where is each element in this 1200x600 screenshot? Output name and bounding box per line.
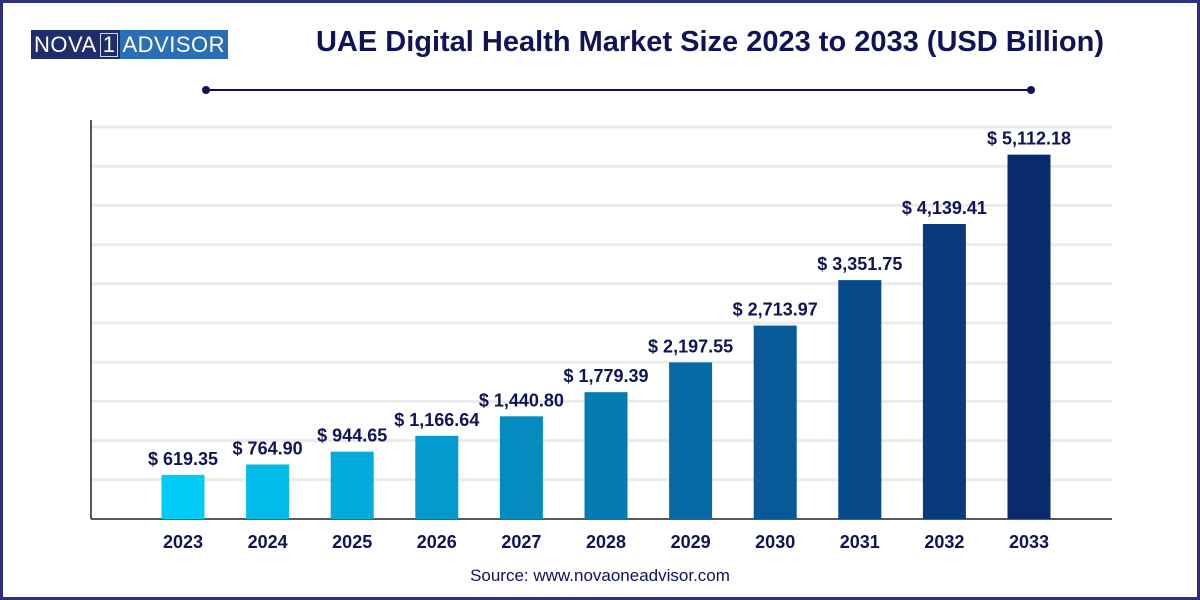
data-label-2024: $ 764.90 xyxy=(233,438,303,458)
data-label-2025: $ 944.65 xyxy=(317,426,387,446)
chart-title: UAE Digital Health Market Size 2023 to 2… xyxy=(315,26,1105,58)
bar-2033 xyxy=(1007,154,1051,519)
bar-2028 xyxy=(584,392,628,519)
bar-2025 xyxy=(330,451,374,519)
x-tick-label: 2032 xyxy=(924,532,964,552)
bar-2031 xyxy=(838,280,882,519)
bar-2026 xyxy=(415,435,459,519)
divider-dot-left xyxy=(202,86,210,94)
divider-dot-right xyxy=(1027,86,1035,94)
logo-text-right: ADVISOR xyxy=(120,30,228,59)
data-label-2030: $ 2,713.97 xyxy=(733,300,818,320)
logo-number: 1 xyxy=(99,32,119,57)
bar-2024 xyxy=(246,464,290,519)
bar-2029 xyxy=(669,362,713,519)
x-tick-label: 2028 xyxy=(586,532,626,552)
x-tick-label: 2033 xyxy=(1009,532,1049,552)
nova1advisor-logo: NOVA 1 ADVISOR xyxy=(31,30,228,59)
data-label-2032: $ 4,139.41 xyxy=(902,198,987,218)
bar-2030 xyxy=(753,325,797,519)
x-tick-label: 2027 xyxy=(501,532,541,552)
x-tick-label: 2029 xyxy=(671,532,711,552)
data-label-2023: $ 619.35 xyxy=(148,449,218,469)
data-label-2033: $ 5,112.18 xyxy=(987,129,1071,149)
x-tick-label: 2026 xyxy=(417,532,457,552)
data-label-2027: $ 1,440.80 xyxy=(479,390,564,410)
title-divider xyxy=(206,89,1031,91)
x-tick-label: 2024 xyxy=(248,532,288,552)
bar-2032 xyxy=(922,223,966,519)
data-label-2031: $ 3,351.75 xyxy=(817,254,902,274)
x-tick-label: 2023 xyxy=(163,532,203,552)
bar-2023 xyxy=(161,474,205,519)
x-tick-label: 2031 xyxy=(840,532,880,552)
data-label-2028: $ 1,779.39 xyxy=(563,366,648,386)
data-label-2026: $ 1,166.64 xyxy=(394,410,479,430)
logo-text-left: NOVA xyxy=(34,32,97,57)
x-tick-label: 2025 xyxy=(332,532,372,552)
data-label-2029: $ 2,197.55 xyxy=(648,336,733,356)
source-note: Source: www.novaoneadvisor.com xyxy=(470,566,730,585)
x-tick-label: 2030 xyxy=(755,532,795,552)
bar-2027 xyxy=(499,416,543,519)
